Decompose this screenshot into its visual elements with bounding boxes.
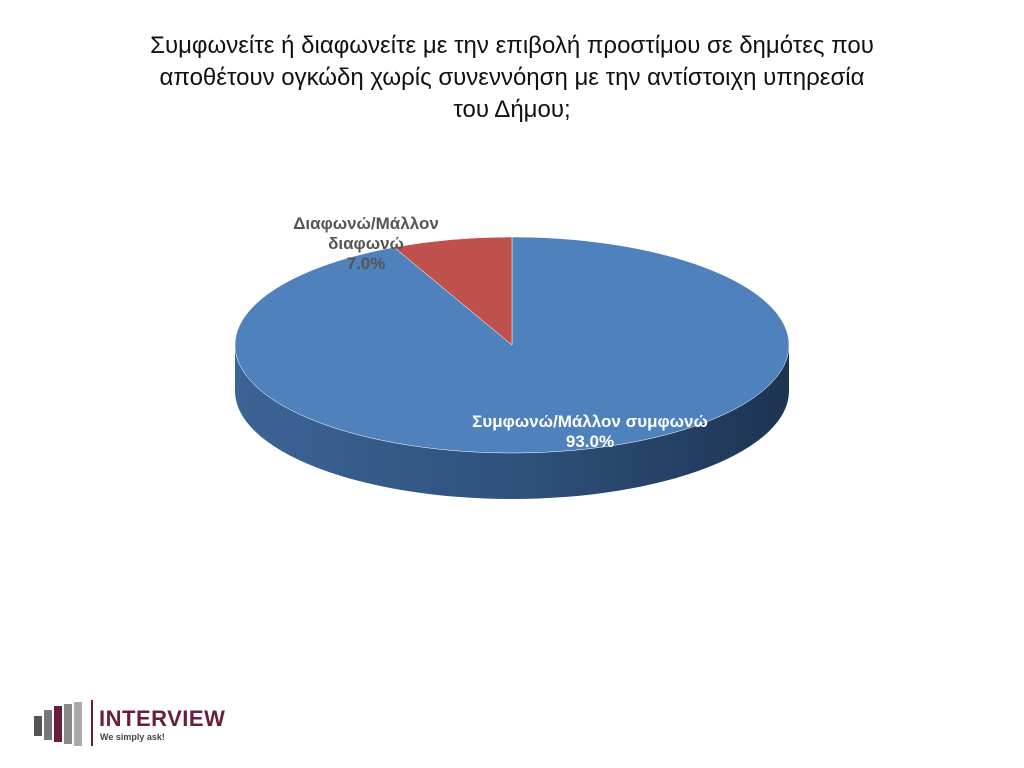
category-label: Διαφωνώ/Μάλλον διαφωνώ [293, 214, 439, 253]
chart-title: Συμφωνείτε ή διαφωνείτε με την επιβολή π… [150, 32, 874, 123]
logo-name: INTERVIEW [99, 706, 226, 731]
category-label: Συμφωνώ/Μάλλον συμφωνώ [472, 412, 708, 431]
logo-icon [34, 700, 93, 746]
value-label: 7.0% [346, 254, 386, 273]
data-label: Συμφωνώ/Μάλλον συμφωνώ 93.0% [400, 412, 780, 452]
data-label: Διαφωνώ/Μάλλον διαφωνώ 7.0% [266, 214, 466, 274]
value-label: 93.0% [565, 432, 615, 451]
pie-side [235, 345, 789, 499]
logo-tagline: We simply ask! [100, 732, 165, 742]
pie-slice [393, 236, 513, 346]
